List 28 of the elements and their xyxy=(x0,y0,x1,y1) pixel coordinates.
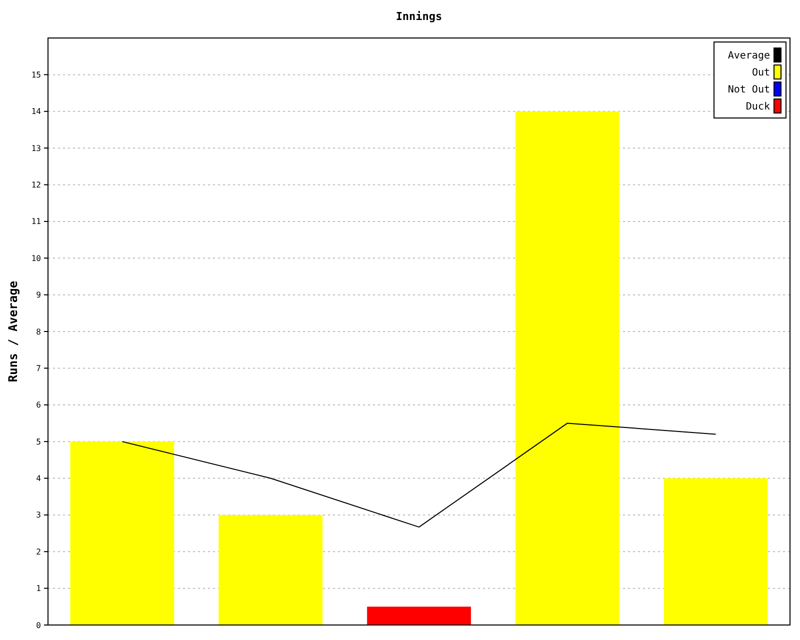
y-tick-label: 10 xyxy=(31,254,42,263)
y-tick-label: 6 xyxy=(36,400,42,410)
bar xyxy=(218,514,323,625)
bar xyxy=(367,606,471,625)
y-tick-label: 8 xyxy=(36,327,42,336)
y-tick-label: 5 xyxy=(36,437,42,446)
legend-label: Average xyxy=(728,50,770,62)
y-tick-label: 7 xyxy=(36,364,42,373)
bar xyxy=(515,111,620,625)
legend-label: Not Out xyxy=(728,84,770,96)
bar xyxy=(70,442,174,625)
y-tick-label: 13 xyxy=(31,144,42,153)
y-tick-label: 12 xyxy=(31,180,42,190)
y-tick-label: 3 xyxy=(36,510,42,520)
legend-label: Out xyxy=(752,68,770,78)
y-tick-label: 14 xyxy=(31,107,42,116)
y-tick-label: 0 xyxy=(36,620,42,630)
y-tick-label: 15 xyxy=(31,70,42,80)
y-tick-label: 4 xyxy=(36,474,42,484)
y-axis-title: Runs / Average xyxy=(6,280,20,382)
y-tick-label: 9 xyxy=(36,290,42,300)
chart-title: Innings xyxy=(396,10,442,23)
line-series xyxy=(122,422,716,528)
y-tick-label: 2 xyxy=(36,547,42,556)
bar xyxy=(664,478,768,625)
legend-label: Duck xyxy=(746,102,770,112)
y-tick-label: 11 xyxy=(31,217,42,226)
y-tick-label: 1 xyxy=(36,584,42,594)
